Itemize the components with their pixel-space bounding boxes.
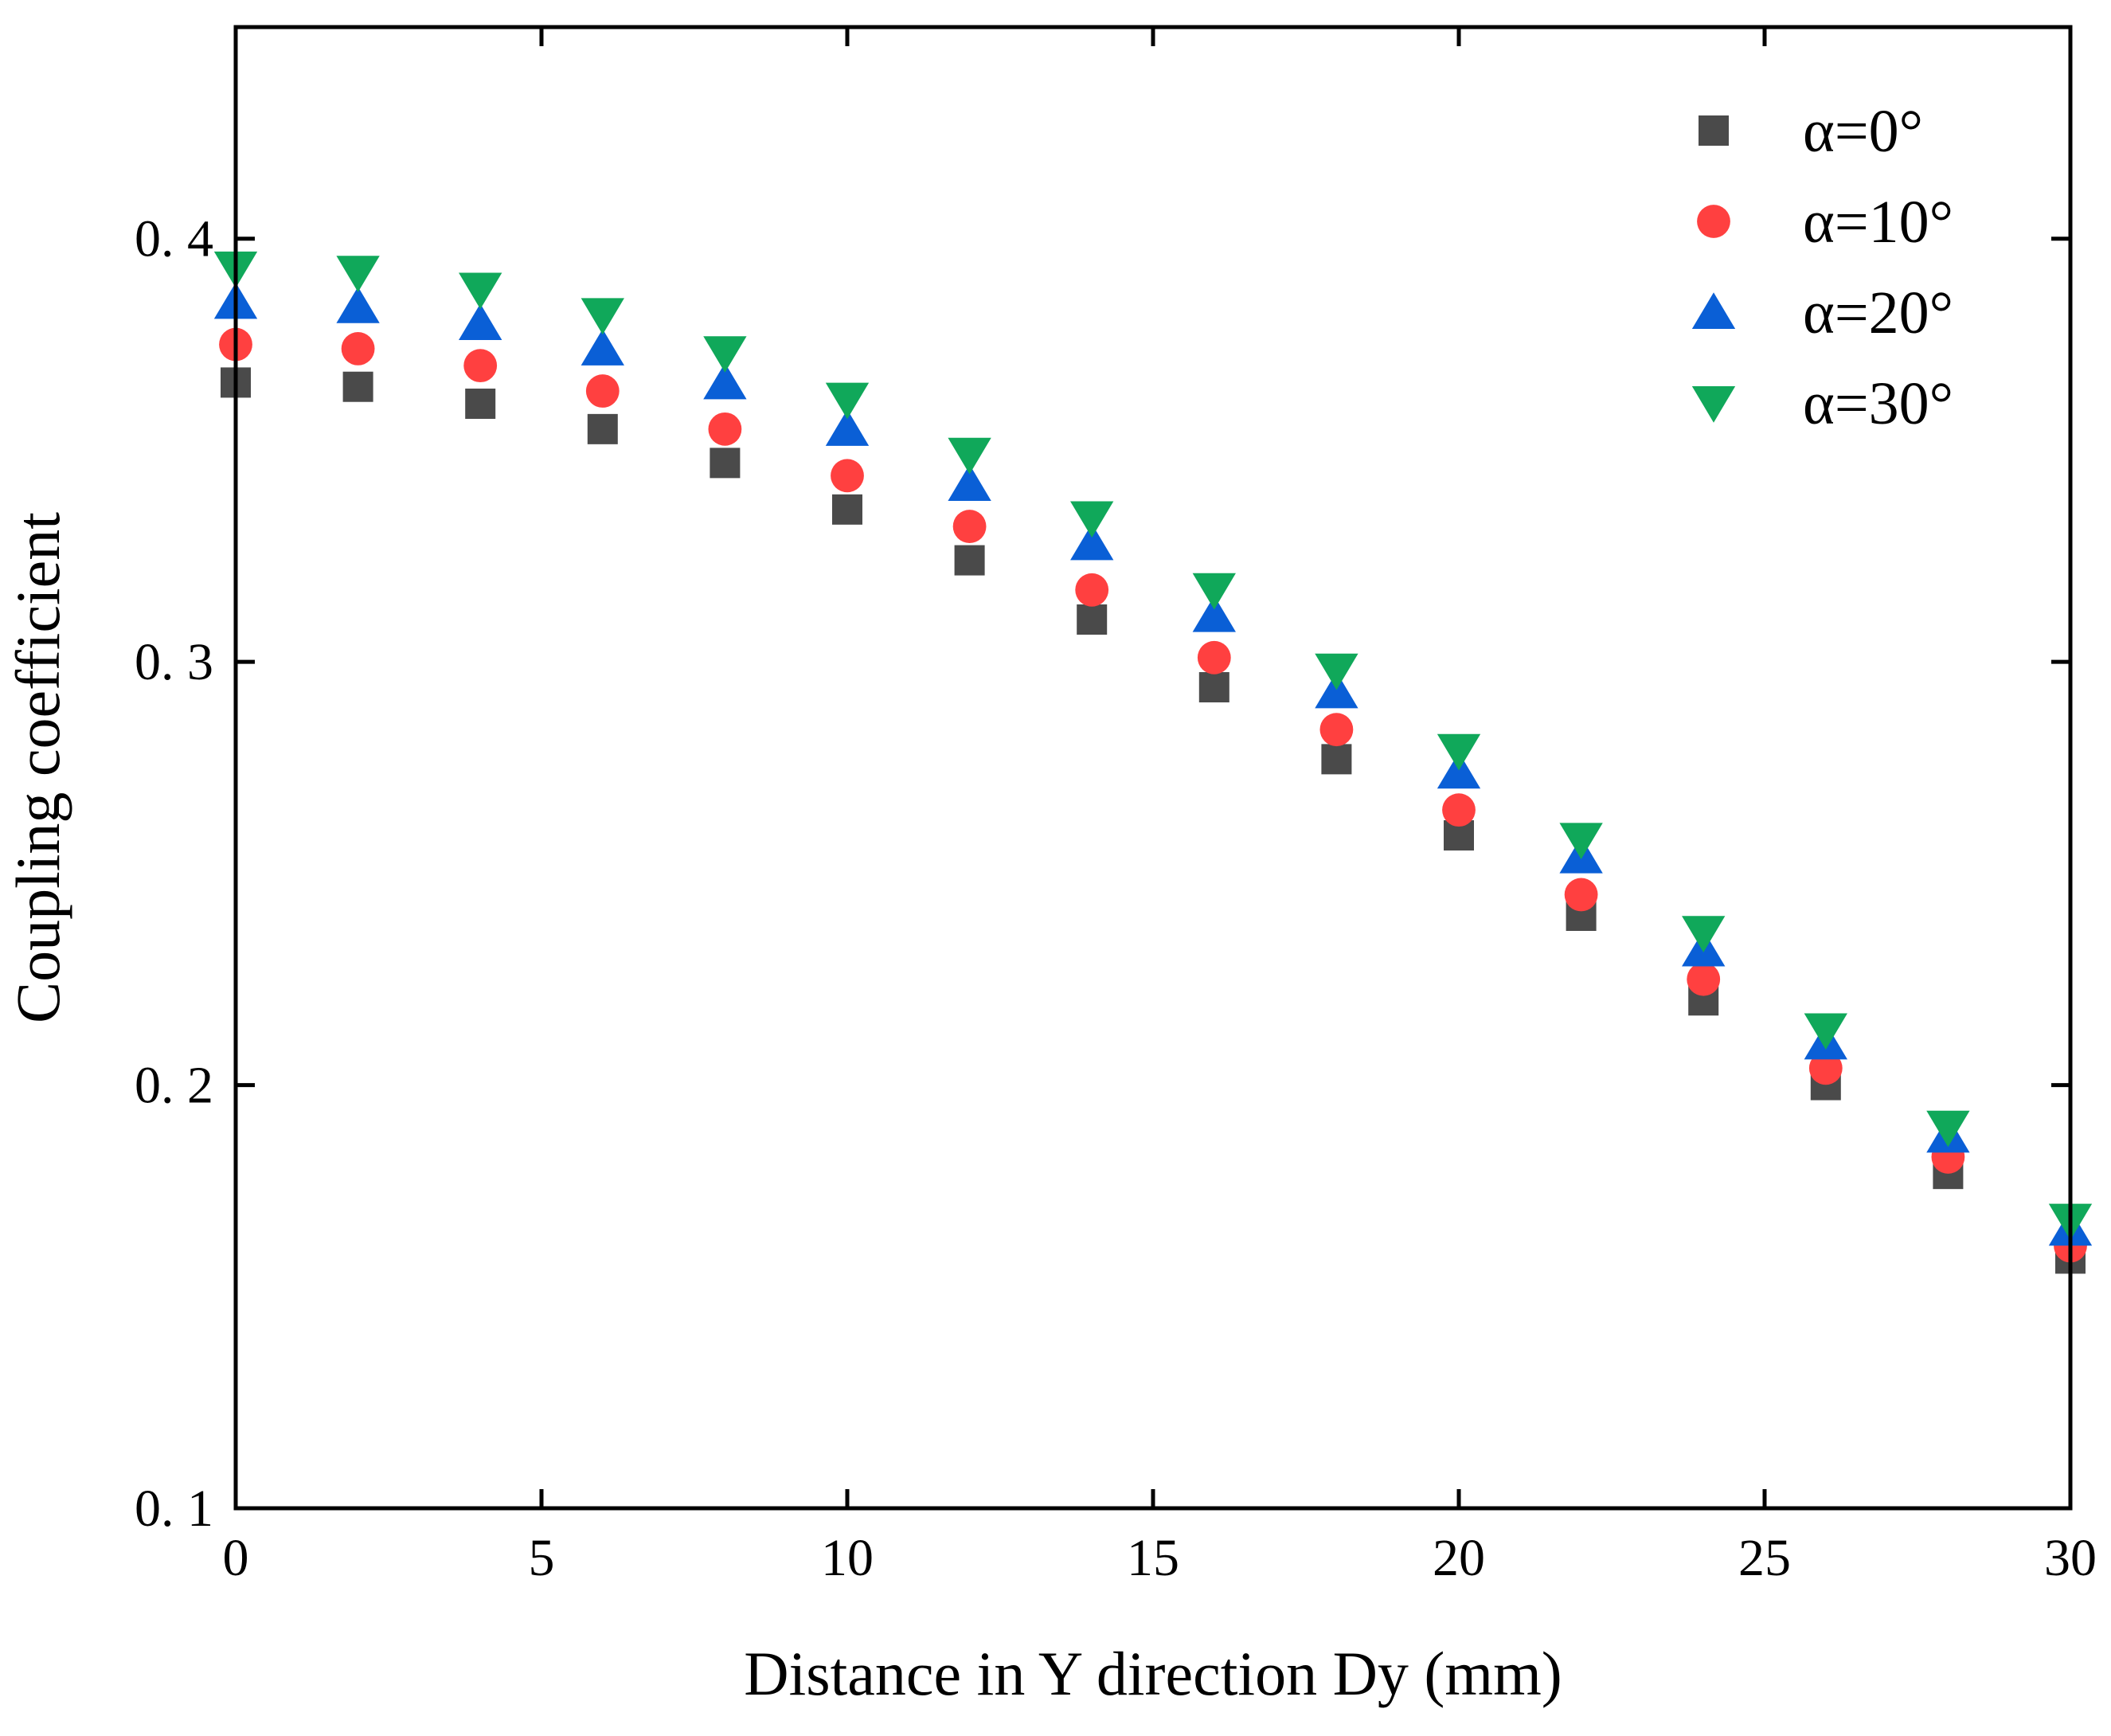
data-point-circle [585, 374, 620, 408]
y-tick-label: 0. 3 [135, 633, 213, 691]
data-point-triangle-down [1926, 1110, 1970, 1148]
data-point-triangle-down [336, 256, 380, 292]
data-point-triangle-up [703, 362, 747, 400]
data-point-circle [1319, 713, 1354, 747]
data-point-square [465, 388, 496, 419]
x-axis-title: Distance in Y direction Dy (mm) [744, 1639, 1562, 1708]
axis-ticks [233, 27, 2073, 1511]
data-point-square [587, 413, 618, 444]
legend-marker-circle [1697, 205, 1730, 238]
data-point-triangle-up [459, 303, 502, 340]
data-point-triangle-down [1682, 916, 1726, 952]
legend-item: α=10° [1697, 189, 1953, 256]
x-tick-label: 30 [2044, 1529, 2097, 1587]
y-tick-label: 0. 2 [135, 1057, 213, 1115]
data-point-triangle-down [1559, 823, 1603, 860]
data-point-square [1198, 672, 1229, 703]
data-point-triangle-up [948, 464, 991, 501]
series-square [221, 367, 2086, 1274]
x-tick-label: 5 [529, 1529, 555, 1587]
y-tick-label: 0. 4 [135, 210, 213, 268]
data-point-triangle-up [1315, 671, 1358, 709]
data-point-circle [952, 510, 987, 543]
data-point-square [832, 494, 862, 525]
data-point-triangle-down [1192, 573, 1236, 610]
legend-marker-square [1699, 115, 1729, 146]
data-point-triangle-down [459, 272, 502, 310]
data-point-circle [463, 349, 498, 383]
data-point-triangle-up [1070, 523, 1114, 561]
data-point-square [342, 371, 373, 402]
legend-item: α=20° [1691, 280, 1953, 346]
x-tick-label: 20 [1433, 1529, 1485, 1587]
x-tick-label: 10 [821, 1529, 874, 1587]
legend-item: α=0° [1699, 98, 1923, 165]
data-point-circle [1687, 962, 1721, 996]
y-axis-title: Coupling coefficient [3, 512, 72, 1023]
plot-area-frame [233, 25, 2073, 1511]
data-point-triangle-up [581, 329, 624, 366]
data-point-triangle-down [703, 336, 747, 373]
data-point-triangle-down [1437, 733, 1481, 771]
data-point-triangle-up [1192, 595, 1236, 632]
legend-marker-triangle-up [1691, 292, 1736, 329]
data-point-triangle-up [336, 287, 380, 323]
data-point-circle [1564, 878, 1598, 912]
data-point-circle [831, 459, 864, 493]
data-point-square [710, 448, 741, 479]
legend-item: α=30° [1691, 370, 1953, 437]
data-point-square [1077, 604, 1108, 635]
data-point-circle [1442, 793, 1476, 827]
data-point-triangle-up [825, 409, 870, 446]
y-tick-label: 0. 1 [135, 1480, 213, 1538]
series-triangle-down [213, 251, 2093, 1241]
legend-marker-triangle-down [1691, 386, 1736, 423]
legend-label: α=10° [1803, 189, 1953, 256]
data-point-circle [1808, 1051, 1843, 1085]
legend: α=0° α=10° α=20° α=30° [1691, 98, 1953, 437]
data-point-circle [1075, 573, 1109, 607]
axis-tick-labels: 0 5 10 15 20 25 30 0. 1 0. 2 0. 3 0. 4 [135, 210, 2097, 1587]
data-point-triangle-down [1315, 653, 1358, 690]
data-point-triangle-down [1070, 501, 1114, 538]
legend-label: α=0° [1803, 98, 1923, 165]
data-point-triangle-up [1437, 752, 1481, 789]
x-tick-label: 0 [223, 1529, 249, 1587]
legend-label: α=30° [1803, 370, 1953, 437]
legend-label: α=20° [1803, 280, 1953, 346]
data-point-square [1321, 744, 1352, 775]
data-marks [213, 251, 2093, 1274]
data-point-triangle-down [948, 437, 991, 475]
series-circle [219, 327, 2087, 1263]
data-point-circle [1197, 640, 1231, 674]
data-point-triangle-down [581, 298, 624, 335]
data-point-triangle-down [825, 382, 870, 420]
data-point-triangle-down [1804, 1013, 1847, 1050]
data-point-circle [708, 412, 742, 446]
data-point-circle [341, 331, 375, 366]
x-tick-label: 25 [1738, 1529, 1791, 1587]
x-tick-label: 15 [1127, 1529, 1179, 1587]
data-point-square [954, 545, 985, 576]
